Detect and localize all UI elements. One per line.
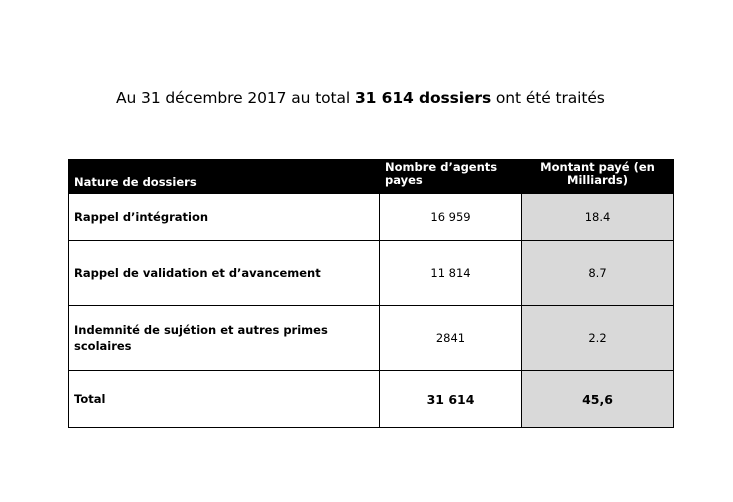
header-agents: Nombre d’agents payes xyxy=(379,159,522,194)
table-row: Rappel de validation et d’avancement 11 … xyxy=(68,240,674,306)
page-heading: Au 31 décembre 2017 au total 31 614 doss… xyxy=(116,89,605,107)
table-row: Indemnité de sujétion et autres primes s… xyxy=(68,305,674,371)
table-row: Rappel d’intégration 16 959 18.4 xyxy=(68,193,674,241)
dossiers-table: Nature de dossiers Nombre d’agents payes… xyxy=(68,159,674,428)
heading-suffix: ont été traités xyxy=(491,89,605,107)
total-montant: 45,6 xyxy=(521,370,674,428)
table-header-row: Nature de dossiers Nombre d’agents payes… xyxy=(68,159,674,194)
row-nature: Rappel d’intégration xyxy=(68,193,380,241)
row-nature: Rappel de validation et d’avancement xyxy=(68,240,380,306)
row-agents: 11 814 xyxy=(379,240,522,306)
header-montant: Montant payé (en Milliards) xyxy=(521,159,674,194)
table-total-row: Total 31 614 45,6 xyxy=(68,370,674,428)
header-nature: Nature de dossiers xyxy=(68,159,380,194)
row-agents: 16 959 xyxy=(379,193,522,241)
row-montant: 18.4 xyxy=(521,193,674,241)
total-label: Total xyxy=(68,370,380,428)
heading-prefix: Au 31 décembre 2017 au total xyxy=(116,89,355,107)
row-montant: 2.2 xyxy=(521,305,674,371)
row-nature: Indemnité de sujétion et autres primes s… xyxy=(68,305,380,371)
heading-highlight: 31 614 dossiers xyxy=(354,89,492,107)
row-agents: 2841 xyxy=(379,305,522,371)
row-montant: 8.7 xyxy=(521,240,674,306)
total-agents: 31 614 xyxy=(379,370,522,428)
